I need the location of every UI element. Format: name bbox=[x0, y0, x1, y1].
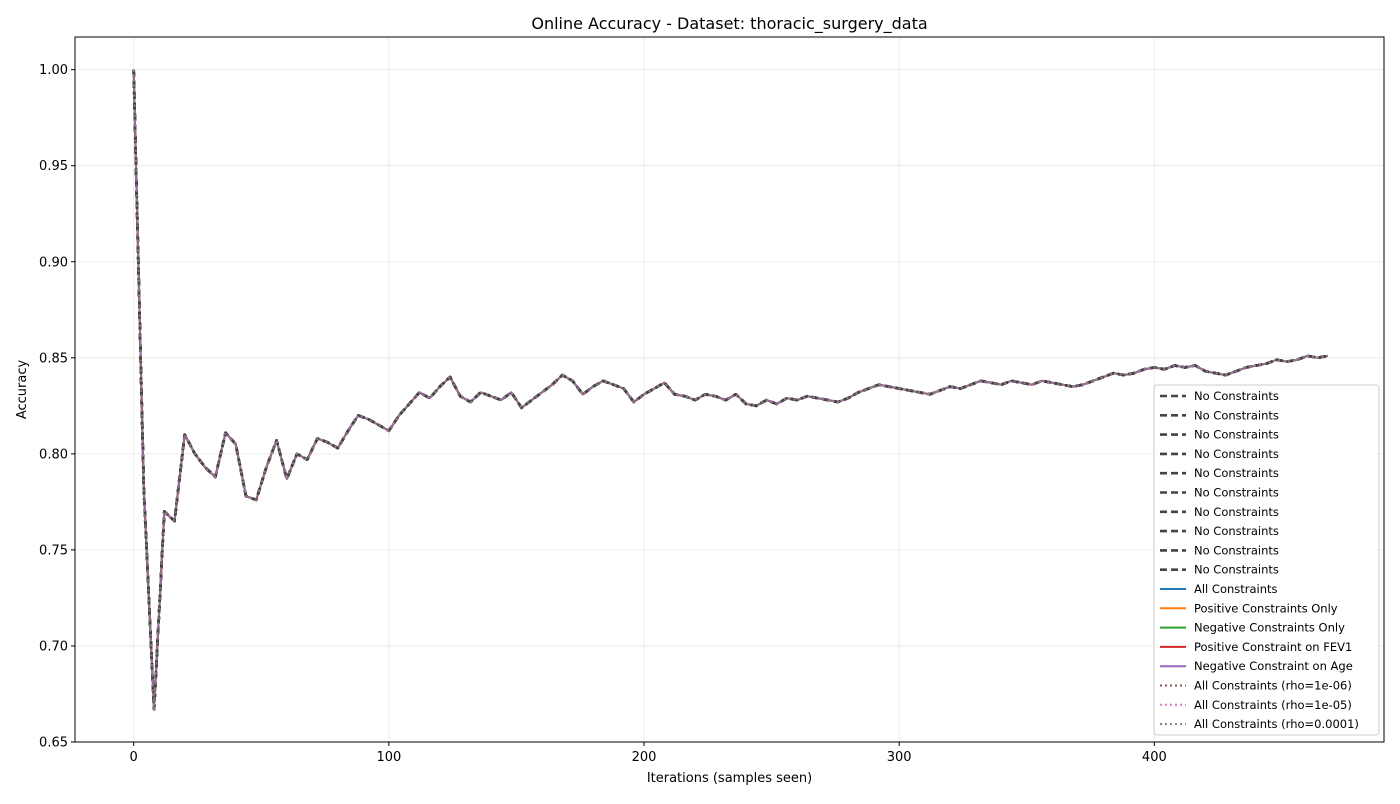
legend-label: No Constraints bbox=[1194, 447, 1279, 461]
legend-box bbox=[1153, 384, 1380, 736]
x-tick-label: 100 bbox=[376, 750, 401, 765]
axis-ticks: 0 100 200 300 400 0.65 0.70 0.75 0.80 0.85 0.90 0.9… bbox=[39, 63, 1167, 765]
x-tick-label: 400 bbox=[1142, 750, 1167, 765]
x-tick-label: 300 bbox=[887, 750, 912, 765]
legend-label: All Constraints (rho=0.0001) bbox=[1194, 717, 1359, 731]
y-tick-label: 0.85 bbox=[39, 351, 68, 366]
chart-title: Online Accuracy - Dataset: thoracic_surg… bbox=[531, 14, 927, 34]
legend-label: No Constraints bbox=[1194, 543, 1279, 557]
y-tick-label: 0.75 bbox=[39, 543, 68, 558]
legend-label: No Constraints bbox=[1194, 428, 1279, 442]
legend-label: All Constraints (rho=1e-05) bbox=[1194, 698, 1352, 712]
legend-label: All Constraints (rho=1e-06) bbox=[1194, 679, 1352, 693]
legend-label: No Constraints bbox=[1194, 524, 1279, 538]
legend-label: No Constraints bbox=[1194, 389, 1279, 403]
series-lines bbox=[132, 69, 1329, 711]
y-tick-label: 0.70 bbox=[39, 639, 68, 654]
y-tick-label: 0.80 bbox=[39, 447, 68, 462]
y-tick-label: 0.95 bbox=[39, 159, 68, 174]
legend-label: No Constraints bbox=[1194, 408, 1279, 422]
y-tick-label: 0.65 bbox=[39, 736, 68, 751]
legend-label: Negative Constraint on Age bbox=[1194, 659, 1353, 673]
legend: No Constraints No Constraints No Constrain… bbox=[1153, 384, 1380, 736]
y-tick-label: 0.90 bbox=[39, 255, 68, 270]
legend-label: All Constraints bbox=[1194, 582, 1278, 596]
legend-label: No Constraints bbox=[1194, 466, 1279, 480]
x-tick-label: 200 bbox=[632, 750, 657, 765]
legend-label: No Constraints bbox=[1194, 486, 1279, 500]
y-tick-label: 1.00 bbox=[39, 63, 68, 78]
legend-label: Positive Constraint on FEV1 bbox=[1194, 640, 1352, 654]
x-tick-label: 0 bbox=[130, 750, 138, 765]
series-line bbox=[132, 69, 1329, 711]
x-axis-label: Iterations (samples seen) bbox=[647, 771, 812, 786]
legend-label: Negative Constraints Only bbox=[1194, 621, 1345, 635]
y-axis-label: Accuracy bbox=[15, 360, 30, 420]
legend-label: Positive Constraints Only bbox=[1194, 601, 1338, 615]
legend-label: No Constraints bbox=[1194, 563, 1279, 577]
plot-frame bbox=[74, 36, 1385, 743]
legend-label: No Constraints bbox=[1194, 505, 1279, 519]
